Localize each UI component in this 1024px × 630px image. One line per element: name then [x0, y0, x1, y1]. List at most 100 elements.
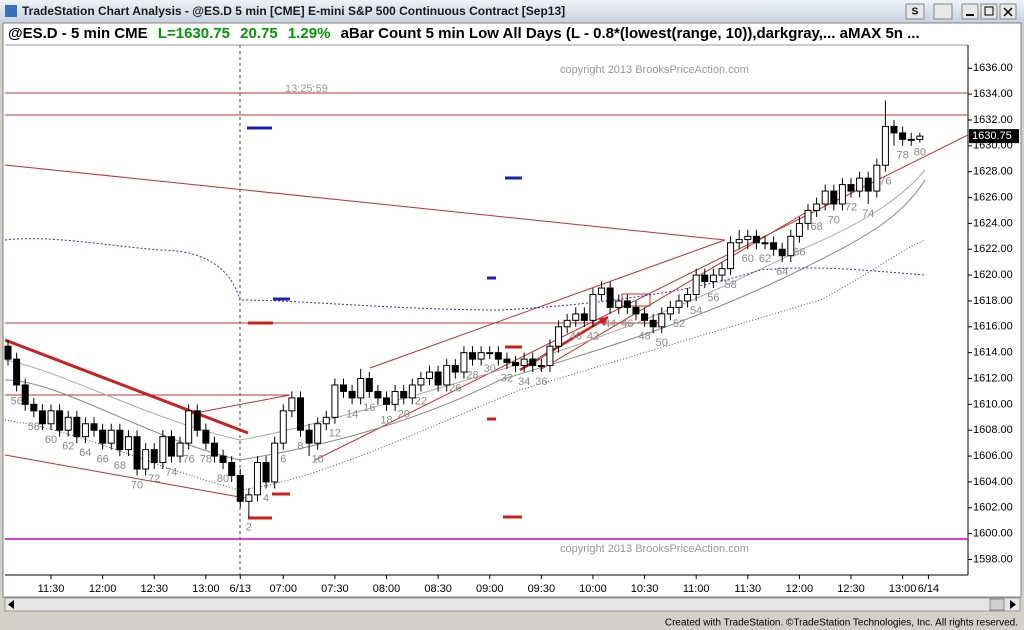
- candle-body: [426, 371, 434, 380]
- candle-body: [236, 474, 244, 502]
- candle-body: [727, 242, 735, 270]
- candle-body: [813, 203, 821, 211]
- candle-body: [383, 397, 391, 405]
- last-price-box: [969, 129, 1019, 144]
- y-tick-label: 1624.00: [973, 217, 1013, 229]
- candle-body: [408, 384, 416, 399]
- candle-body: [606, 287, 614, 308]
- candle-body: [623, 300, 631, 308]
- candle-body: [38, 410, 46, 425]
- candle-body: [752, 235, 760, 244]
- candle-body: [357, 378, 365, 399]
- candle-body: [546, 345, 554, 367]
- bar-count: 80: [914, 147, 926, 159]
- candle-body: [520, 358, 528, 367]
- chart-header: @ES.D - 5 min CME L=1630.75 20.75 1.29% …: [8, 25, 920, 42]
- y-tick-label: 1618.00: [973, 295, 1013, 307]
- candle-body: [391, 390, 399, 405]
- bar-count: 40: [570, 331, 582, 343]
- candle-body: [460, 352, 468, 373]
- bar-count: 72: [148, 473, 160, 485]
- y-tick-label: 1632.00: [973, 114, 1013, 126]
- x-tick-label: 09:00: [476, 583, 504, 595]
- candle-body: [348, 390, 356, 399]
- bar-count: 12: [329, 428, 341, 440]
- chart-area: [2, 22, 1022, 598]
- candle-body: [494, 352, 502, 360]
- bar-count: 74: [165, 466, 177, 478]
- y-tick-label: 1636.00: [973, 62, 1013, 74]
- minimize-button[interactable]: [961, 3, 979, 20]
- x-tick-label: 6/13: [230, 583, 251, 595]
- scroll-thumb[interactable]: [989, 598, 1005, 611]
- bar-count: 68: [810, 221, 822, 233]
- bar-count: 78: [896, 150, 908, 162]
- bar-count: 10: [312, 454, 324, 466]
- y-tick-label: 1634.00: [973, 88, 1013, 100]
- x-tick-label: 08:30: [424, 583, 452, 595]
- x-tick-label: 07:30: [321, 583, 349, 595]
- candle-body: [787, 235, 795, 257]
- bar-count: 58: [724, 279, 736, 291]
- candle-body: [881, 125, 889, 166]
- bar-count: 52: [673, 318, 685, 330]
- candle-body: [856, 177, 864, 192]
- candle-body: [288, 397, 296, 412]
- bar-count: 50: [656, 337, 668, 349]
- bar-count: 6: [280, 454, 286, 466]
- bar-count: 26: [449, 382, 461, 394]
- candle-body: [563, 319, 571, 328]
- scroll-track[interactable]: [4, 597, 1021, 612]
- timestamp: 13:25:59: [285, 83, 328, 95]
- study-label: aBar Count 5 min Low All Days (L - 0.8*(…: [341, 25, 920, 42]
- candle-body: [13, 358, 21, 386]
- candle-body: [271, 442, 279, 483]
- bar-count: 66: [793, 247, 805, 259]
- bar-count: 4: [263, 492, 269, 504]
- candle-body: [262, 462, 270, 483]
- candle-body: [821, 190, 829, 205]
- x-tick-label: 08:00: [373, 583, 401, 595]
- style-button-label[interactable]: S: [912, 7, 919, 18]
- app-icon: [5, 5, 17, 17]
- candle-body: [770, 242, 778, 250]
- x-tick-label: 12:30: [140, 583, 168, 595]
- candle-body: [64, 416, 72, 431]
- x-tick-label: 10:30: [631, 583, 659, 595]
- candle-body: [615, 300, 623, 308]
- candle-body: [124, 436, 132, 451]
- bar-count: 64: [79, 447, 91, 459]
- window-title: TradeStation Chart Analysis - @ES.D 5 mi…: [22, 4, 565, 18]
- window-buttons[interactable]: S: [905, 3, 1017, 20]
- bar-count: 16: [363, 402, 375, 414]
- candle-body: [580, 313, 588, 321]
- candle-body: [701, 274, 709, 283]
- maximize-button[interactable]: [980, 3, 998, 20]
- scrollbar[interactable]: [4, 597, 1021, 612]
- x-tick-label: 12:30: [837, 583, 865, 595]
- bar-count: 74: [862, 208, 874, 220]
- bar-count: 56: [707, 292, 719, 304]
- candle-body: [864, 177, 872, 192]
- candle-body: [81, 423, 89, 438]
- candle-body: [107, 429, 115, 444]
- bar-count: 42: [587, 331, 599, 343]
- y-tick-label: 1600.00: [973, 528, 1013, 540]
- x-tick-label: 12:00: [89, 583, 117, 595]
- candle-body: [253, 462, 261, 496]
- bar-count: 66: [97, 454, 109, 466]
- candle-body: [598, 287, 606, 295]
- candle-body: [795, 222, 803, 237]
- candle-body: [537, 365, 545, 368]
- candle-body: [555, 326, 563, 347]
- candle-body: [210, 442, 218, 457]
- candle-body: [296, 397, 304, 431]
- bar-count: 18: [380, 415, 392, 427]
- candle-body: [684, 293, 692, 302]
- candle-body: [314, 423, 322, 444]
- menu-button[interactable]: [933, 3, 953, 20]
- style-button[interactable]: [905, 3, 925, 20]
- candle-body: [761, 242, 769, 245]
- candle-body: [477, 352, 485, 360]
